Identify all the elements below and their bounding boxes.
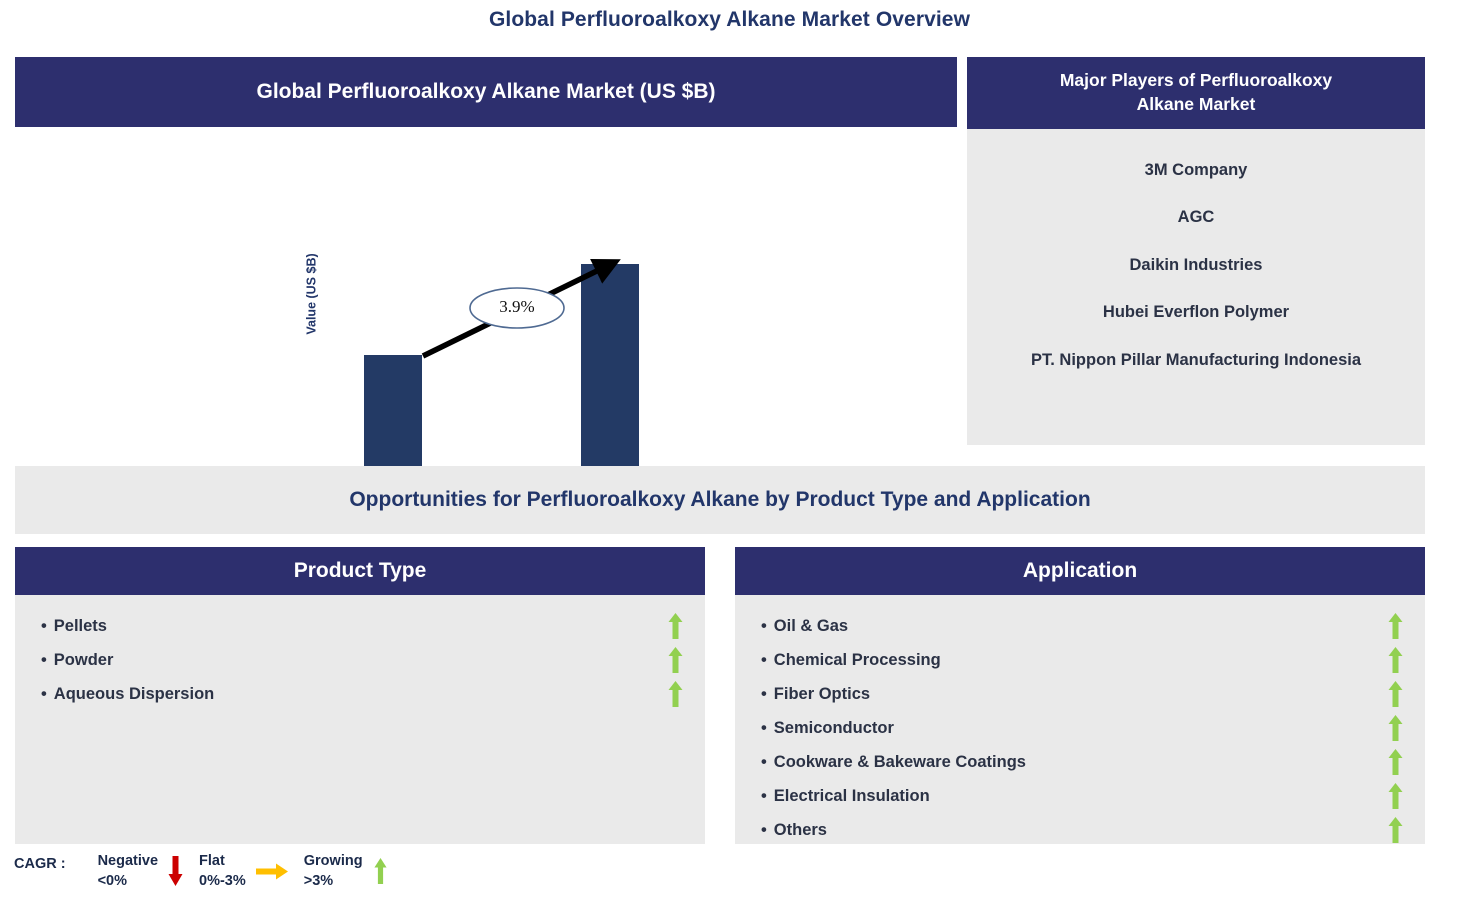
- arrow-up-green-icon: [374, 858, 387, 884]
- major-players-header-line1: Major Players of Perfluoroalkoxy: [1059, 70, 1333, 91]
- arrow-up-green-icon: [1388, 783, 1403, 809]
- cagr-legend-entry-flat: Flat 0%-3%: [199, 852, 298, 891]
- cagr-legend-growing-name: Growing: [303, 853, 363, 869]
- chart-y-axis-label: Value (US $B): [304, 253, 319, 335]
- list-item: Cookware & Bakeware Coatings: [735, 745, 1425, 779]
- arrow-up-green-icon: [1388, 715, 1403, 741]
- cagr-legend-negative-text: Negative <0%: [98, 852, 158, 891]
- product-type-item-label: Powder: [41, 651, 114, 670]
- application-item-label: Chemical Processing: [761, 651, 941, 670]
- application-item-label: Others: [761, 821, 827, 840]
- major-players-list: 3M Company AGC Daikin Industries Hubei E…: [967, 129, 1425, 384]
- bar-2024: [364, 355, 422, 487]
- list-item: Pellets: [15, 609, 705, 643]
- application-item-label: Cookware & Bakeware Coatings: [761, 753, 1026, 772]
- cagr-legend-flat-icon-wrap: [255, 852, 288, 890]
- cagr-legend-negative-range: <0%: [97, 872, 127, 889]
- arrow-up-green-icon: [1388, 817, 1403, 843]
- arrow-up-green-icon: [668, 647, 683, 673]
- cagr-legend-growing-icon-wrap: [373, 852, 388, 890]
- cagr-legend-flat-name: Flat: [199, 853, 225, 869]
- application-list: Oil & Gas Chemical Processing Fiber Opti…: [735, 595, 1425, 847]
- list-item: Powder: [15, 643, 705, 677]
- major-players-header: Major Players of Perfluoroalkoxy Alkane …: [967, 57, 1425, 129]
- cagr-legend-negative-name: Negative: [97, 853, 159, 869]
- page-title: Global Perfluoroalkoxy Alkane Market Ove…: [488, 8, 971, 31]
- application-header: Application: [735, 547, 1425, 595]
- list-item: PT. Nippon Pillar Manufacturing Indonesi…: [1030, 350, 1362, 369]
- product-type-card: Product Type Pellets Powder Aqueous Disp…: [15, 547, 705, 844]
- cagr-legend-growing-range: >3%: [303, 872, 334, 889]
- cagr-legend-flat-text: Flat 0%-3%: [199, 852, 246, 891]
- cagr-legend-entry-growing: Growing >3%: [304, 852, 398, 891]
- cagr-legend-flat-range: 0%-3%: [199, 872, 246, 889]
- cagr-legend-negative-icon-wrap: [168, 852, 183, 890]
- list-item: 3M Company: [1144, 161, 1248, 179]
- cagr-legend-title: CAGR :: [14, 856, 66, 872]
- list-item: Fiber Optics: [735, 677, 1425, 711]
- arrow-up-green-icon: [1388, 613, 1403, 639]
- list-item: Electrical Insulation: [735, 779, 1425, 813]
- list-item: Chemical Processing: [735, 643, 1425, 677]
- list-item: Others: [735, 813, 1425, 847]
- arrow-up-green-icon: [1388, 749, 1403, 775]
- list-item: AGC: [1177, 208, 1215, 227]
- list-item: Oil & Gas: [735, 609, 1425, 643]
- cagr-legend-entry-negative: Negative <0%: [98, 852, 193, 891]
- major-players-header-line2: Alkane Market: [1136, 94, 1256, 114]
- cagr-legend-growing-text: Growing >3%: [304, 852, 363, 891]
- list-item: Hubei Everflon Polymer: [1102, 303, 1290, 322]
- arrow-up-green-icon: [1388, 647, 1403, 673]
- market-chart-header: Global Perfluoroalkoxy Alkane Market (US…: [15, 57, 957, 127]
- market-chart-body: Value (US $B) 2024 2031 3.9% Source : Lu…: [15, 127, 957, 514]
- application-item-label: Semiconductor: [761, 719, 894, 738]
- opportunities-banner: Opportunities for Perfluoroalkoxy Alkane…: [15, 466, 1425, 534]
- product-type-list: Pellets Powder Aqueous Dispersion: [15, 595, 705, 711]
- product-type-item-label: Pellets: [41, 617, 107, 636]
- cagr-callout-label: 3.9%: [499, 297, 535, 316]
- list-item: Aqueous Dispersion: [15, 677, 705, 711]
- growth-arrow-icon: [421, 258, 621, 359]
- application-item-label: Oil & Gas: [761, 617, 848, 636]
- arrow-up-green-icon: [668, 613, 683, 639]
- arrow-right-yellow-icon: [255, 863, 288, 879]
- product-type-header: Product Type: [15, 547, 705, 595]
- application-item-label: Fiber Optics: [761, 685, 870, 704]
- arrow-up-green-icon: [668, 681, 683, 707]
- arrow-up-green-icon: [1388, 681, 1403, 707]
- major-players-card: Major Players of Perfluoroalkoxy Alkane …: [967, 57, 1425, 445]
- list-item: Semiconductor: [735, 711, 1425, 745]
- arrow-down-red-icon: [168, 856, 183, 886]
- application-card: Application Oil & Gas Chemical Processin…: [735, 547, 1425, 844]
- application-item-label: Electrical Insulation: [761, 787, 930, 806]
- market-chart-card: Global Perfluoroalkoxy Alkane Market (US…: [15, 57, 957, 514]
- product-type-item-label: Aqueous Dispersion: [41, 685, 214, 704]
- list-item: Daikin Industries: [1129, 255, 1263, 274]
- bar-2031: [581, 264, 639, 487]
- cagr-legend: CAGR : Negative <0% Flat 0%-3% Growing >…: [14, 852, 404, 900]
